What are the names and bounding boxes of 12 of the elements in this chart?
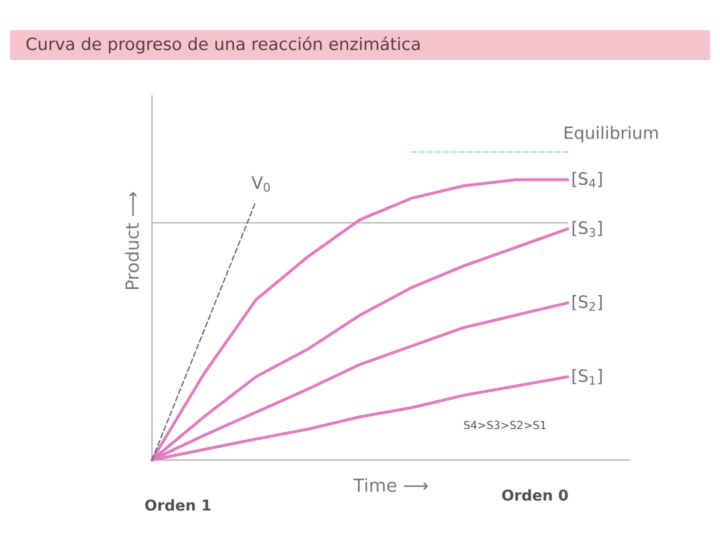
series-label: Equilibrium	[564, 126, 658, 142]
series-label: [S$_{2}$]	[572, 295, 602, 311]
series-label: [S$_{3}$]	[572, 221, 602, 237]
series-label: [S$_{1}$]	[572, 369, 602, 385]
chart-title: Curva de progreso de una reacción enzimática	[26, 36, 420, 54]
series-label: V$_{0}$	[252, 176, 270, 192]
y-axis-title: Product ⟶	[125, 192, 139, 289]
annotation: S4>S3>S2>S1	[464, 420, 546, 430]
text: Orden 0	[502, 489, 568, 501]
text: Orden 1	[145, 499, 211, 511]
series-label: [S$_{4}$]	[572, 172, 602, 188]
x-axis-title: Time ⟶	[353, 478, 428, 492]
